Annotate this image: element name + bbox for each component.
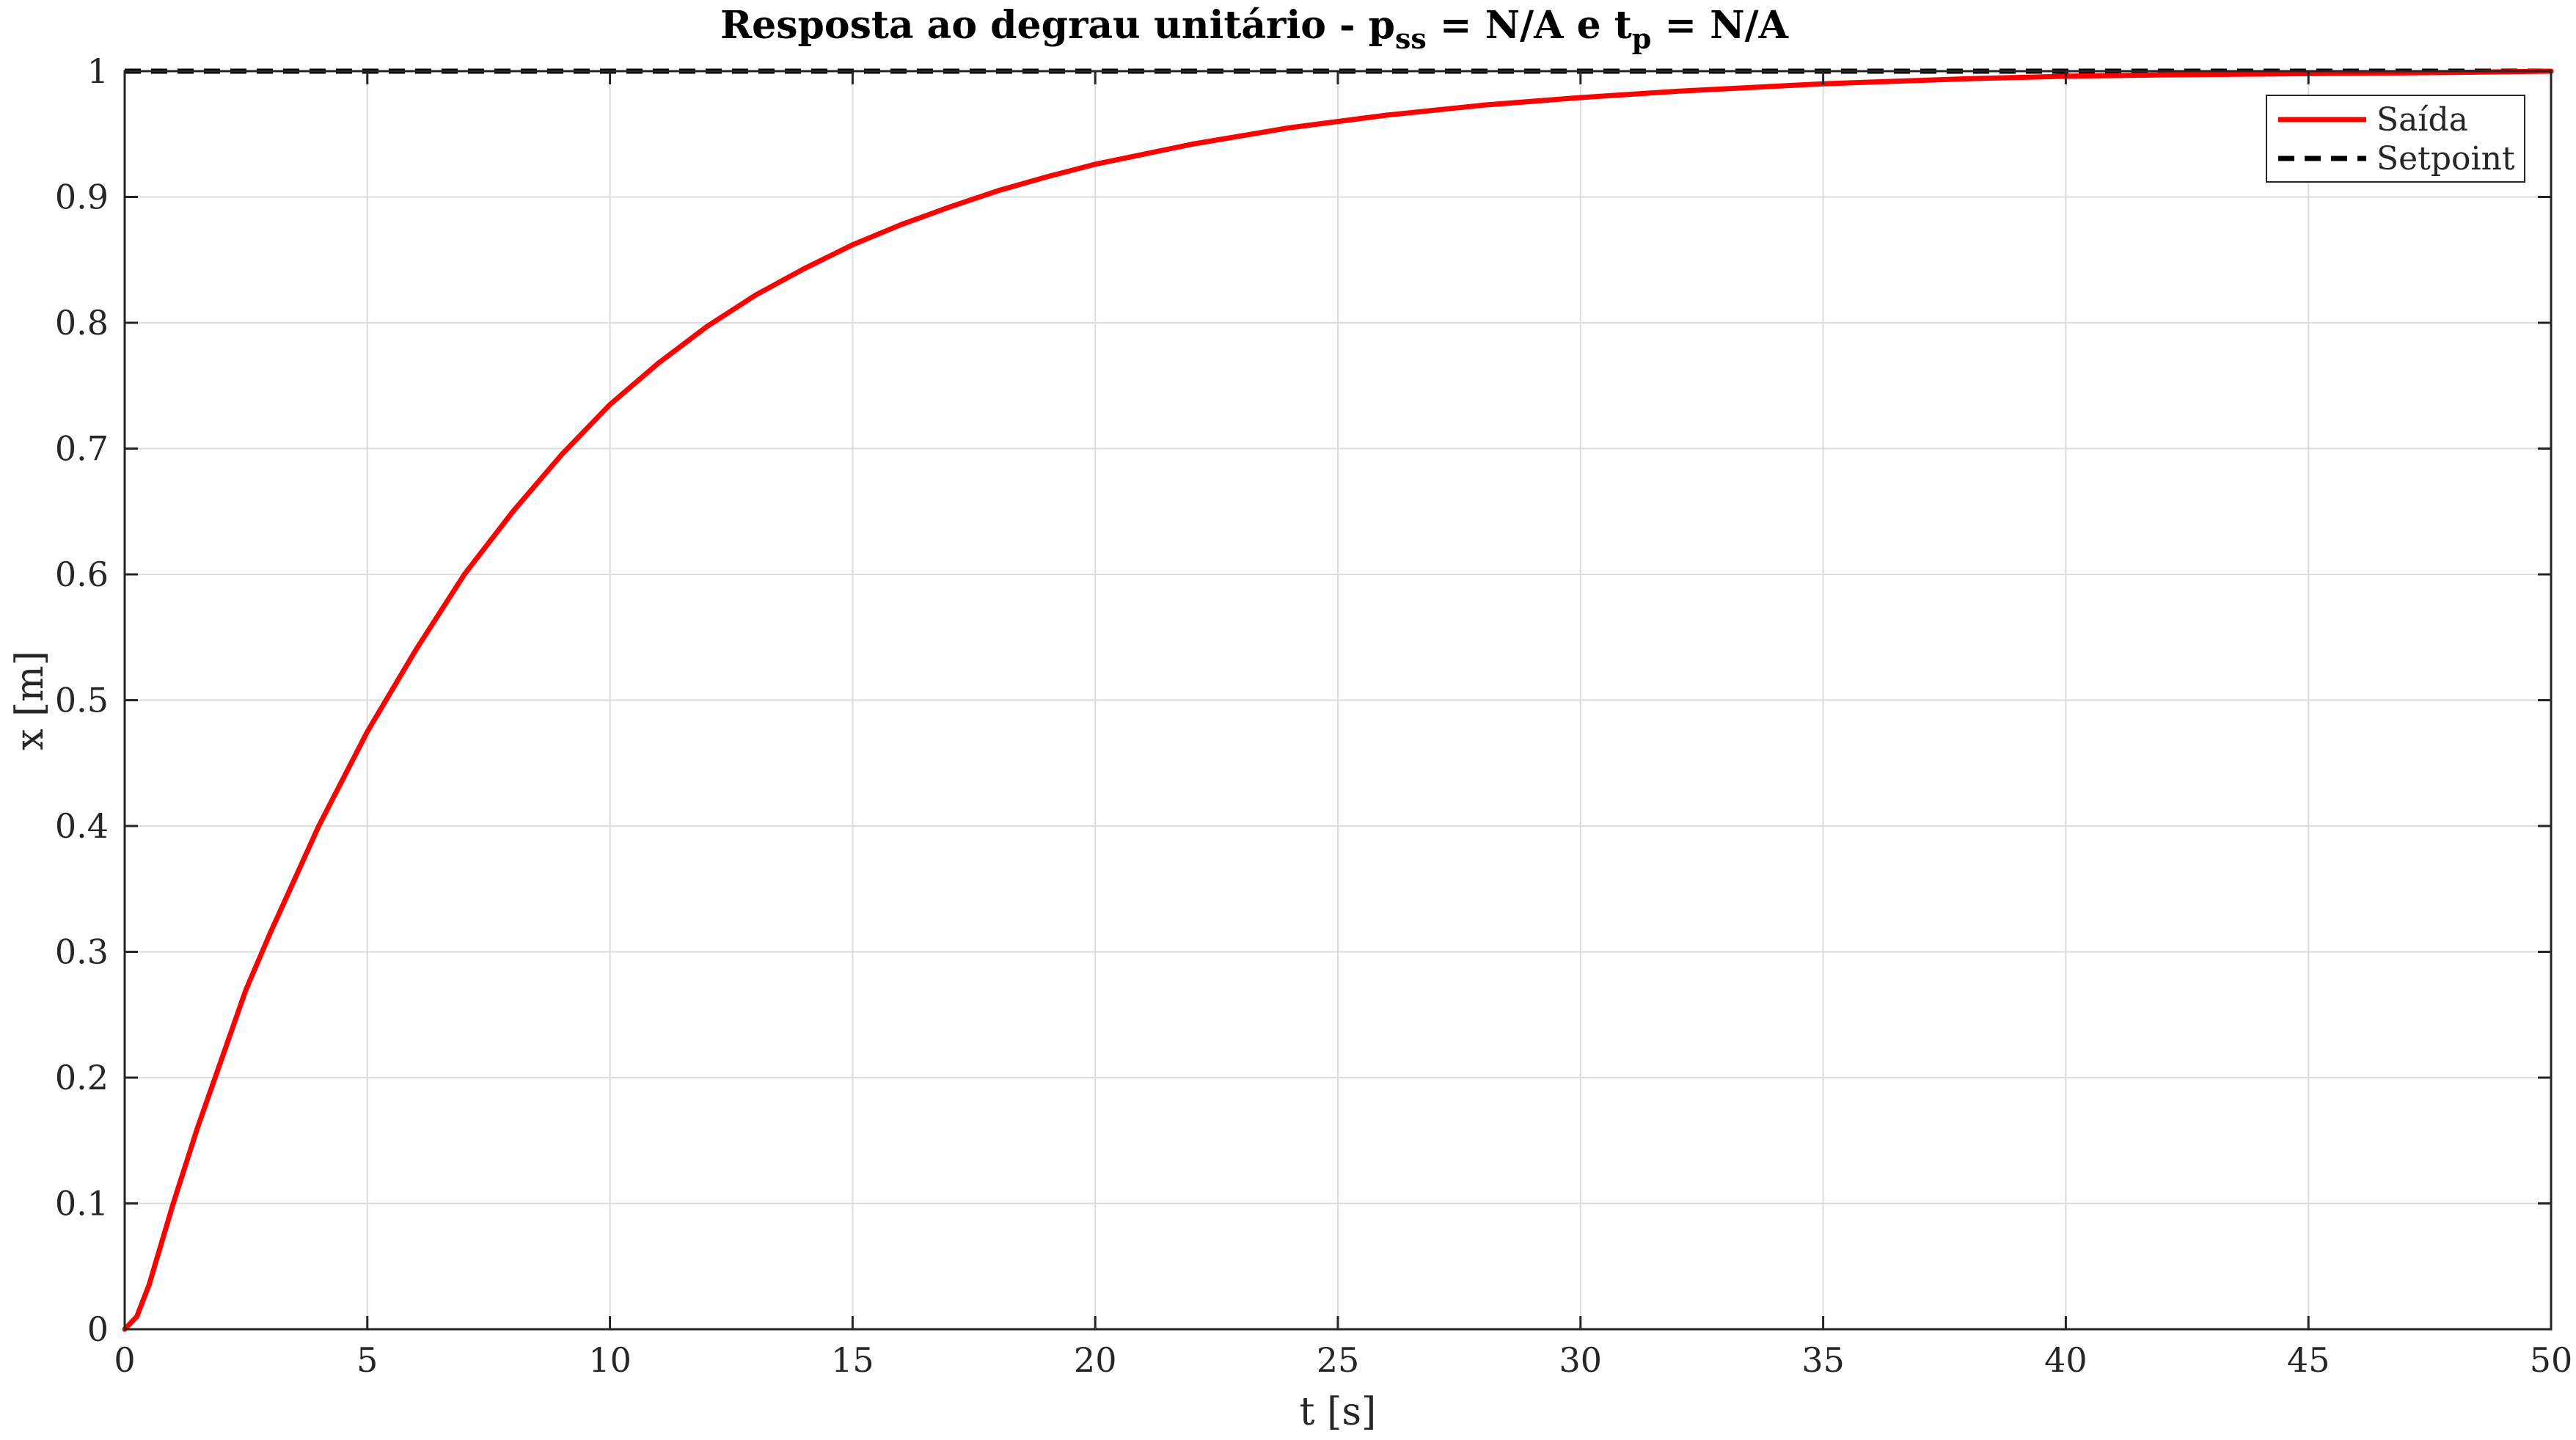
legend-box (2266, 95, 2525, 183)
y-tick-label: 0.5 (55, 681, 109, 720)
title-subscript-p: p (1632, 22, 1652, 55)
title-suffix: = N/A (1651, 3, 1788, 48)
x-axis: 0 5 10 15 20 25 30 35 40 45 50 (114, 71, 2572, 1380)
x-tick-label: 5 (356, 1340, 378, 1380)
x-tick-label: 45 (2287, 1340, 2330, 1380)
title-subscript-ss: ss (1395, 22, 1427, 55)
title-middle: = N/A e t (1427, 3, 1632, 48)
x-tick-label: 0 (114, 1340, 135, 1380)
x-tick-label: 30 (1559, 1340, 1603, 1380)
x-tick-label: 20 (1074, 1340, 1117, 1380)
y-tick-label: 0.9 (55, 178, 109, 217)
x-tick-label: 35 (1801, 1340, 1845, 1380)
y-tick-label: 0.3 (55, 932, 109, 972)
legend: Saída Setpoint (2266, 95, 2525, 183)
y-tick-label: 0 (87, 1309, 109, 1349)
x-axis-label: t [s] (1300, 1390, 1377, 1434)
chart-title: Resposta ao degrau unitário - pss = N/A … (720, 3, 1789, 55)
x-tick-label: 10 (588, 1340, 632, 1380)
title-prefix: Resposta ao degrau unitário - p (720, 3, 1395, 48)
y-axis: 0 0.1 0.2 0.3 0.4 0.5 0.6 0.7 0.8 0.9 1 (55, 51, 2551, 1349)
y-tick-label: 0.2 (55, 1058, 109, 1097)
legend-label-setpoint: Setpoint (2376, 140, 2515, 178)
legend-label-saida: Saída (2376, 101, 2468, 139)
x-tick-label: 50 (2530, 1340, 2573, 1380)
x-tick-label: 15 (831, 1340, 874, 1380)
x-tick-label: 40 (2044, 1340, 2087, 1380)
y-tick-label: 0.8 (55, 303, 109, 343)
y-tick-label: 0.6 (55, 555, 109, 594)
y-tick-label: 0.4 (55, 806, 109, 846)
series-line-saida (122, 68, 2554, 1332)
y-tick-label: 0.7 (55, 429, 109, 469)
y-tick-label: 1 (87, 51, 109, 91)
y-tick-label: 0.1 (55, 1184, 109, 1224)
x-tick-label: 25 (1317, 1340, 1360, 1380)
y-axis-label: x [m] (8, 651, 52, 750)
